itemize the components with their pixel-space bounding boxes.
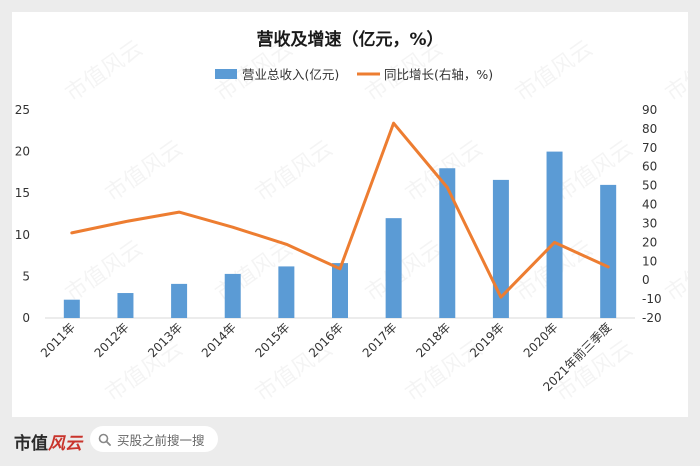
right-axis-tick-label: 30 [642, 216, 657, 230]
x-axis-tick-label: 2014年 [199, 320, 239, 360]
chart-title: 营收及增速（亿元，%） [256, 29, 443, 50]
bar [278, 266, 295, 318]
footer: 市值风云 买股之前搜一搜 [0, 417, 700, 466]
x-axis-tick-label: 2011年 [38, 320, 78, 360]
right-axis-tick-label: 80 [642, 122, 657, 136]
bar [332, 263, 348, 318]
left-axis-tick-label: 0 [22, 311, 30, 325]
bar [600, 184, 617, 318]
right-axis-tick-label: -10 [642, 292, 662, 306]
legend-bar-swatch [215, 69, 237, 79]
bar [492, 179, 509, 318]
line-series [70, 121, 610, 299]
x-axis-tick-label: 2017年 [360, 320, 400, 360]
bar-series [63, 151, 617, 318]
watermark-text: 市值风云 [101, 136, 187, 207]
legend: 营业总收入(亿元) 同比增长(右轴，%) [215, 67, 493, 82]
watermark-text: 市值风云 [251, 136, 337, 207]
search-bar[interactable]: 买股之前搜一搜 [90, 426, 218, 452]
growth-line [70, 121, 610, 299]
watermark-text: 市值风云 [661, 236, 688, 307]
bar [117, 293, 134, 318]
search-text: 买股之前搜一搜 [117, 432, 205, 448]
bar [171, 283, 188, 318]
right-axis: -20 -10 0 10 20 30 40 50 60 70 80 90 [642, 103, 662, 325]
bar [546, 151, 563, 318]
right-axis-tick-label: 90 [642, 103, 657, 117]
x-axis-tick-label: 2020年 [521, 320, 561, 360]
search-icon [98, 433, 111, 446]
brand-logo: 市值风云 [14, 434, 82, 454]
x-axis-tick-label: 2012年 [92, 320, 132, 360]
x-axis-tick-label: 2015年 [253, 320, 293, 360]
left-axis-tick-label: 15 [15, 186, 30, 200]
watermark-text: 市值风云 [661, 36, 688, 107]
watermark-text: 市值风云 [61, 236, 147, 307]
left-axis: 0 5 10 15 20 25 [15, 103, 30, 325]
right-axis-tick-label: 50 [642, 179, 657, 193]
right-axis-tick-label: -20 [642, 311, 662, 325]
left-axis-tick-label: 5 [22, 269, 30, 283]
right-axis-tick-label: 0 [642, 273, 650, 287]
chart-card: 市值风云 市值风云 市值风云 市值风云 市值风云 市值风云 市值风云 市值风云 市值风云 市值风云… [12, 12, 688, 417]
legend-bar-label: 营业总收入(亿元) [242, 67, 339, 82]
right-axis-tick-label: 10 [642, 254, 657, 268]
watermark-text: 市值风云 [361, 236, 447, 307]
left-axis-tick-label: 20 [15, 145, 30, 159]
watermark-text: 市值风云 [511, 36, 597, 107]
bar [63, 299, 80, 318]
right-axis-tick-label: 60 [642, 160, 657, 174]
right-axis-tick-label: 40 [642, 198, 657, 212]
left-axis-tick-label: 10 [15, 228, 30, 242]
legend-line-label: 同比增长(右轴，%) [384, 67, 493, 82]
right-axis-tick-label: 70 [642, 141, 657, 155]
watermark-text: 市值风云 [61, 36, 147, 107]
bar [385, 218, 402, 318]
watermark-text: 市值风云 [551, 136, 637, 207]
bar [224, 273, 241, 318]
left-axis-tick-label: 25 [15, 103, 30, 117]
bar [439, 168, 456, 318]
right-axis-tick-label: 20 [642, 235, 657, 249]
